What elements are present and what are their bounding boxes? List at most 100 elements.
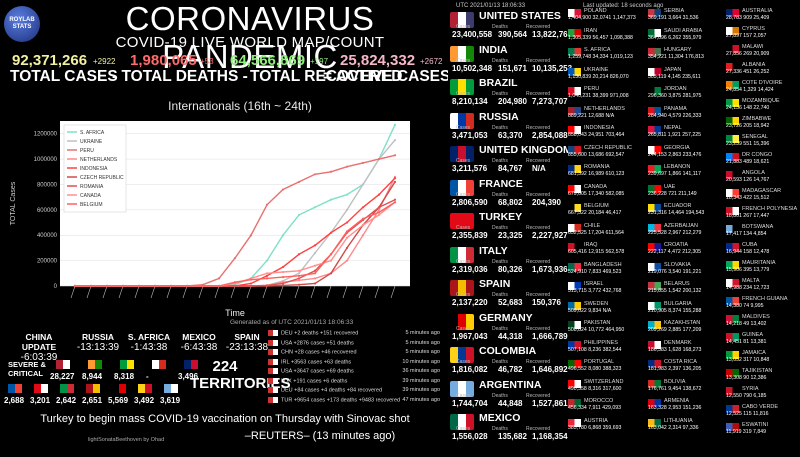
country-flag-icon [568, 67, 581, 76]
column-header: Cases [456, 24, 471, 30]
column-header: Cases [456, 158, 471, 164]
column-header: Cases [456, 258, 471, 265]
country-stats: 1,130,839 20,214 826,070 [568, 73, 629, 80]
country-stat-value: 151,671 [498, 63, 527, 73]
data-point [313, 277, 317, 280]
legend-label: INDONESIA [80, 166, 108, 172]
country-stats: 219,076 3,540 191,221 [648, 268, 702, 275]
legend-label: NETHERLANDS [80, 157, 118, 163]
feed-flag-icon [268, 358, 278, 365]
country-flag-icon [568, 321, 581, 329]
severe-count: 28,227 [50, 372, 75, 381]
data-point [201, 284, 205, 288]
country-stats: 1,404,900 32,0741 1,147,373 [568, 15, 636, 21]
feed-text: USA +3647 cases +69 deaths [281, 368, 354, 375]
country-name: GERMANY [479, 311, 533, 324]
top-country-row: COLOMBIA Cases Deaths Recovered 1,816,082 46,… [448, 345, 568, 390]
data-point [393, 123, 397, 126]
country-flag-icon [568, 165, 581, 173]
country-list-row: TAJIKISTAN 13,308 90 12,386 [726, 368, 800, 382]
data-point [393, 154, 397, 157]
label-total-recovered: TOTAL RECOVERED [250, 68, 403, 85]
top-country-row: UNITED STATES Cases Deaths Recovered 23,400,… [448, 10, 572, 55]
column-header: Cases [456, 225, 471, 231]
country-name: KAZAKHSTAN [664, 320, 701, 326]
feed-item: LUX +191 cases +6 deaths 39 minutes ago [268, 377, 440, 384]
country-stats: 667,322 20,184 46,417 [568, 210, 622, 216]
feed-text: DEU +84 cases +4 deaths +84 recovered [281, 387, 383, 394]
country-name: SPAIN [479, 278, 511, 290]
country-stats: 265,811 1,921 257,225 [648, 132, 701, 138]
data-point [233, 284, 237, 288]
x-tick [294, 285, 300, 299]
country-stats: 13,308 90 12,386 [726, 375, 767, 381]
country-stat-value: 2,137,220 [452, 298, 488, 307]
country-flag-icon [726, 333, 739, 341]
country-stat-value: 13,822,761 [532, 30, 573, 39]
country-flag-icon [726, 45, 739, 53]
country-flag-icon [568, 9, 581, 17]
column-header: Recovered [526, 24, 551, 30]
country-list-row: BELARUS 215,855 1,542 200,132 [648, 281, 726, 295]
country-list-row: S. AFRICA 1,259,748 34,334 1,019,123 [568, 47, 646, 61]
country-stat-value: 2,806,590 [452, 197, 488, 207]
feed-item: IRL +3563 cases +63 deaths 10 minutes ago [268, 358, 440, 365]
legend-label: UKRAINE [80, 139, 103, 145]
country-stat-value: 2,854,088 [532, 130, 568, 140]
top-country-row: ARGENTINA Cases Deaths Recovered 1,744,704 44… [448, 379, 568, 424]
country-name: GEORGIA [664, 144, 690, 151]
country-flag-icon [648, 165, 661, 173]
country-stat-value: 10,135,253 [532, 63, 573, 73]
country-name: MEXICO [479, 412, 521, 424]
severe-count: 8,944 [82, 372, 103, 381]
country-name: MAURITANIA [742, 260, 776, 266]
country-stats: 524,910 7,833 469,523 [568, 268, 622, 275]
country-flag-icon [648, 9, 661, 17]
country-list-row: CHILE 652,525 17,204 611,564 [568, 223, 646, 237]
country-stat-value: 8,210,134 [452, 97, 488, 106]
territories-label: TERRITORIES [190, 375, 291, 392]
country-name: ESWATINI [742, 422, 768, 428]
column-header: Recovered [526, 325, 551, 332]
country-stat-value: 44,318 [498, 331, 523, 341]
country-list-row: JORDAN 296,360 3,875 281,975 [648, 86, 726, 100]
country-flag-icon [568, 301, 581, 310]
column-header: Deaths [492, 225, 508, 231]
data-point [281, 234, 285, 237]
country-flag-icon [648, 262, 661, 271]
data-point [377, 208, 381, 211]
country-name: IRAQ [584, 242, 598, 248]
country-name: BANGLADESH [584, 261, 622, 268]
column-header: Deaths [492, 292, 508, 298]
data-point [249, 278, 253, 281]
data-point [377, 213, 381, 217]
data-point [329, 272, 333, 275]
column-header: Recovered [526, 292, 551, 298]
country-flag-icon [726, 351, 739, 359]
page-title: CORONAVIRUS PANDEMIC [125, 0, 375, 75]
country-stats: 244,153 2,863 233,476 [648, 151, 702, 158]
country-list-row: DR CONGO 21,883 489 18,621 [726, 152, 800, 166]
country-update-item: SPAIN -23:13:38 [216, 332, 278, 353]
chart-title: Internationals (16th ~ 24th) [168, 99, 312, 113]
country-stat-value: 150,376 [532, 298, 561, 307]
country-list-row: MOROCCO 456,334 7,911 429,093 [568, 398, 646, 412]
data-point [345, 193, 349, 196]
column-header: Cases [456, 426, 471, 432]
column-header: Recovered [526, 392, 551, 399]
data-point [265, 284, 269, 287]
feed-text: LUX +191 cases +6 deaths [281, 377, 348, 384]
country-flag-icon [648, 67, 661, 76]
country-stats: 27,897 157 2,057 [726, 33, 767, 39]
country-name: TURKEY [479, 211, 523, 223]
country-flag-icon [568, 282, 581, 290]
country-stats: 284,940 4,579 226,333 [648, 112, 702, 119]
x-tick [86, 285, 92, 299]
data-point [313, 269, 317, 272]
country-list-row: SWEDEN 509,022 9,834 N/A [568, 301, 646, 315]
country-stats: 12,550 790 6,185 [726, 393, 767, 399]
country-list-row: ECUADOR 231,316 14,464 194,543 [648, 203, 726, 217]
territories-count: 224 TERRITORIES [190, 358, 291, 392]
country-flag-icon [450, 12, 474, 28]
country-stat-value: 10,502,348 [452, 63, 493, 73]
